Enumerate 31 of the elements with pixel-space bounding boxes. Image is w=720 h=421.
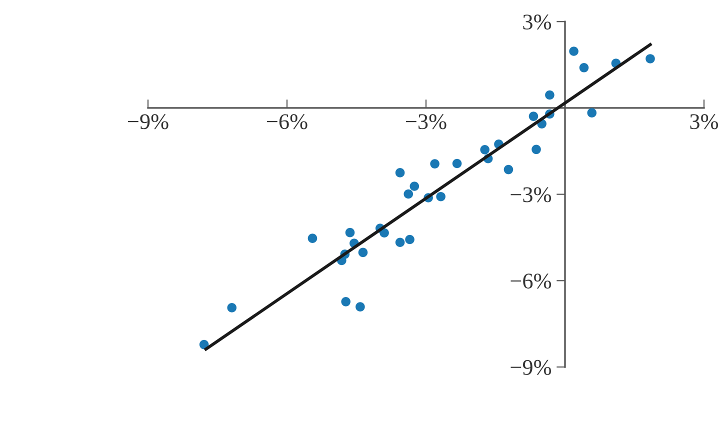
point [227, 303, 237, 312]
point [358, 248, 368, 258]
point [646, 54, 655, 64]
point [452, 158, 462, 168]
point [345, 228, 355, 238]
point [587, 108, 597, 118]
point [430, 159, 440, 168]
point [395, 238, 405, 248]
point [341, 297, 350, 306]
x-tick-label: −6% [267, 114, 308, 130]
y-tick-label: 3% [523, 14, 552, 30]
point [579, 62, 589, 72]
point [545, 90, 554, 100]
point [404, 189, 414, 199]
point [405, 234, 414, 244]
point [410, 182, 420, 191]
point [436, 192, 446, 202]
x-tick-label: −3% [406, 114, 446, 130]
point [480, 145, 490, 154]
x-tick-label: 3% [690, 114, 718, 130]
point [308, 234, 318, 243]
y-tick-label: −3% [510, 187, 552, 202]
point [395, 168, 405, 178]
point [569, 46, 578, 56]
x-tick-label: −9% [128, 114, 168, 130]
y-tick-label: −9% [510, 360, 552, 375]
point [356, 302, 365, 312]
y-tick-label: −6% [510, 274, 552, 289]
point [504, 164, 514, 174]
point [532, 144, 541, 154]
point [528, 112, 538, 121]
